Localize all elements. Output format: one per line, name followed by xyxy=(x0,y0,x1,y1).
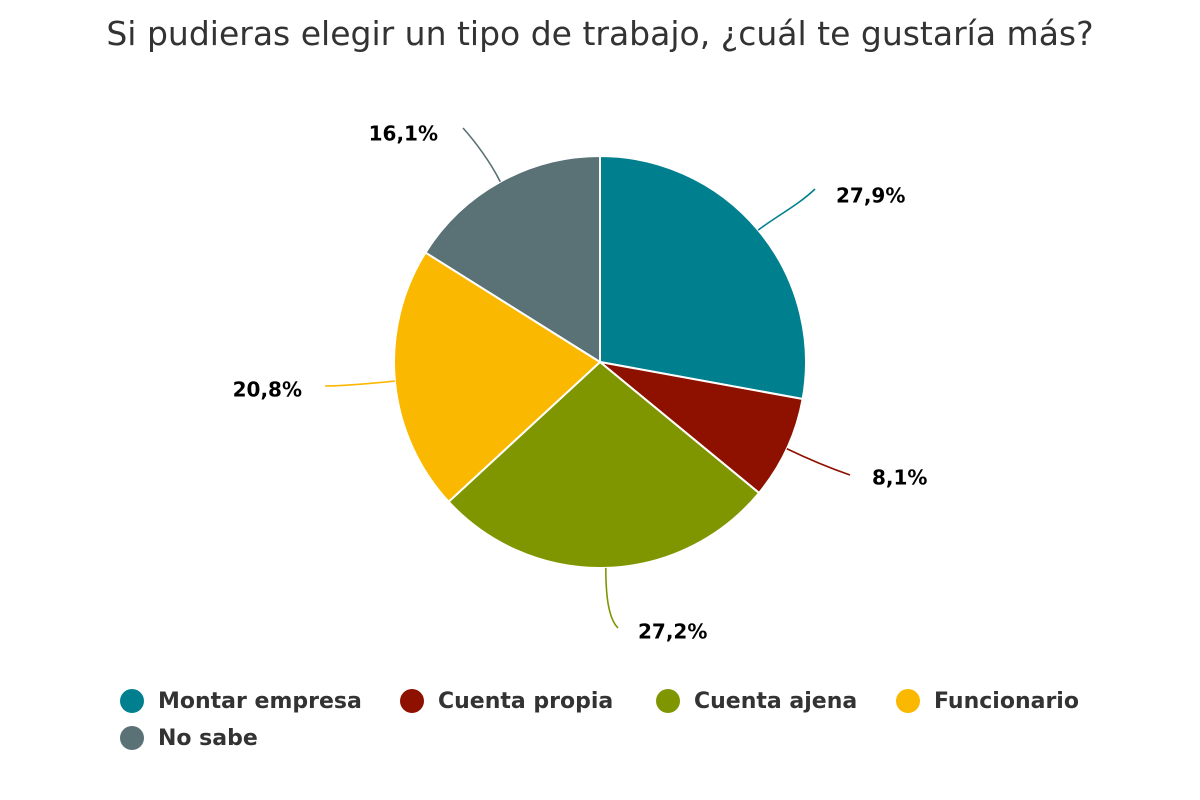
data-label-cuenta-propia: 8,1% xyxy=(872,466,927,490)
label-connectors xyxy=(324,127,851,629)
legend-item-cuenta-propia[interactable]: Cuenta propia xyxy=(400,686,613,716)
data-label-montar-empresa: 27,9% xyxy=(836,184,905,208)
label-connector-cuenta-ajena xyxy=(605,567,619,629)
label-connector-montar-empresa xyxy=(757,188,816,231)
legend-item-no-sabe[interactable]: No sabe xyxy=(120,723,258,753)
label-connector-no-sabe xyxy=(462,127,501,183)
legend-label: Montar empresa xyxy=(158,688,362,714)
label-connector-funcionario xyxy=(324,380,395,387)
legend-item-cuenta-ajena[interactable]: Cuenta ajena xyxy=(656,686,857,716)
chart-title: Si pudieras elegir un tipo de trabajo, ¿… xyxy=(106,14,1094,53)
legend-swatch-icon xyxy=(896,689,920,713)
pie-slice-cuenta-propia[interactable] xyxy=(599,361,804,494)
legend-swatch-icon xyxy=(120,726,144,750)
data-labels: 27,9% 8,1% 27,2% 20,8% 16,1% xyxy=(233,122,928,644)
legend-label: No sabe xyxy=(158,725,258,751)
legend-item-funcionario[interactable]: Funcionario xyxy=(896,686,1079,716)
data-label-no-sabe: 16,1% xyxy=(369,122,438,146)
legend-swatch-icon xyxy=(400,689,424,713)
legend-label: Cuenta propia xyxy=(438,688,614,714)
pie-slices xyxy=(393,155,807,569)
pie-slice-montar-empresa[interactable] xyxy=(599,155,807,400)
pie-slice-funcionario[interactable] xyxy=(393,251,601,503)
legend-swatch-icon xyxy=(656,689,680,713)
data-label-cuenta-ajena: 27,2% xyxy=(638,620,707,644)
pie-slice-cuenta-ajena[interactable] xyxy=(447,361,761,569)
pie-chart: 27,9% 8,1% 27,2% 20,8% 16,1% xyxy=(233,122,928,644)
legend-swatch-icon xyxy=(120,689,144,713)
legend-item-montar-empresa[interactable]: Montar empresa xyxy=(120,686,362,716)
label-connector-cuenta-propia xyxy=(786,448,851,476)
legend-label: Funcionario xyxy=(934,688,1079,714)
legend-label: Cuenta ajena xyxy=(694,688,858,714)
data-label-funcionario: 20,8% xyxy=(233,378,302,402)
